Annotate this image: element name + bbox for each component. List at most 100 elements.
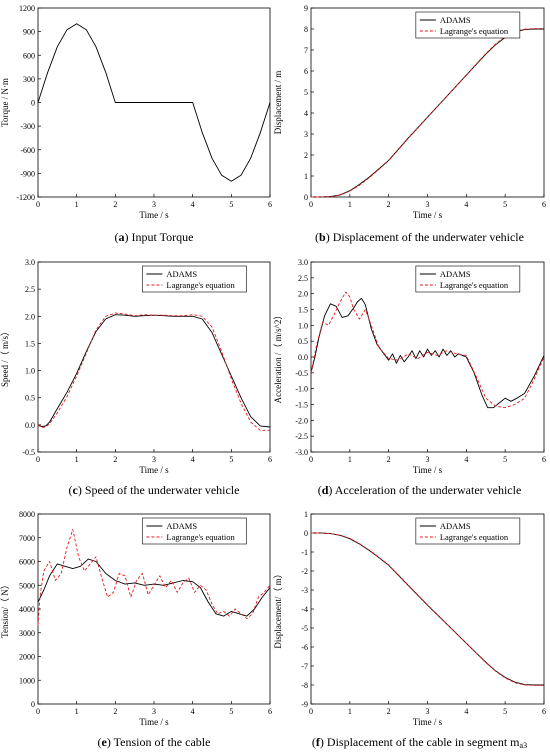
y-tick-label: -5	[301, 624, 308, 633]
y-tick-label: 3.0	[25, 258, 35, 267]
x-tick-label: 1	[348, 455, 352, 464]
x-axis-label: Time / s	[413, 465, 443, 475]
panel-caption: (a) Input Torque	[115, 230, 194, 244]
caption-letter: f	[316, 735, 321, 749]
caption-paren: )	[326, 230, 333, 244]
y-tick-label: -9	[301, 700, 308, 709]
x-axis-label: Time / s	[139, 717, 169, 727]
caption-paren: )	[107, 735, 114, 749]
x-tick-label: 1	[348, 707, 352, 716]
y-tick-label: 1	[304, 172, 308, 181]
y-tick-label: -1200	[16, 193, 35, 202]
y-tick-label: 0.5	[298, 337, 308, 346]
x-tick-label: 4	[464, 455, 468, 464]
legend-box	[415, 11, 521, 39]
y-tick-label: -2.5	[295, 432, 308, 441]
y-tick-label: 1.0	[298, 321, 308, 330]
x-tick-label: 6	[542, 707, 546, 716]
legend-label: Lagrange's equation	[166, 280, 235, 290]
y-tick-label: 2.0	[25, 312, 35, 321]
caption-paren: (	[318, 483, 322, 497]
y-tick-label: -0.5	[22, 448, 35, 457]
caption-text: Displacement of the underwater vehicle	[333, 230, 524, 244]
x-tick-label: 1	[348, 200, 352, 209]
y-tick-label: 0	[304, 193, 308, 202]
caption-paren: )	[78, 483, 85, 497]
series-line-adams	[310, 297, 545, 409]
caption-paren: (	[312, 735, 316, 749]
caption-subscript: a3	[520, 741, 528, 750]
y-tick-label: 6000	[19, 558, 35, 567]
caption-letter: a	[119, 230, 125, 244]
x-tick-label: 1	[75, 200, 79, 209]
caption-text: Input Torque	[132, 230, 194, 244]
y-tick-label: -7	[301, 662, 308, 671]
y-axis-label: Acceleration /（ m/s^2）	[273, 311, 283, 404]
series-line-data	[37, 23, 271, 182]
y-axis-label: Speed /（ m/s）	[0, 327, 10, 387]
x-tick-label: 5	[503, 455, 507, 464]
x-tick-label: 4	[191, 200, 195, 209]
y-tick-label: -600	[20, 146, 35, 155]
caption-paren: (	[315, 230, 319, 244]
x-tick-label: 2	[113, 455, 117, 464]
y-tick-label: 300	[23, 75, 35, 84]
panel-caption: (f) Displacement of the cable in segment…	[312, 735, 527, 750]
x-tick-label: 0	[36, 200, 40, 209]
y-tick-label: 1000	[19, 676, 35, 685]
legend-box	[142, 265, 247, 293]
y-tick-label: -8	[301, 681, 308, 690]
caption-letter: c	[73, 483, 79, 497]
x-tick-label: 3	[152, 455, 156, 464]
y-tick-label: 2	[304, 151, 308, 160]
series-line-lagrange-s-equation	[310, 291, 545, 409]
caption-paren: (	[98, 735, 102, 749]
y-tick-label: -1.5	[295, 401, 308, 410]
y-tick-label: 8	[304, 25, 308, 34]
x-tick-label: 1	[75, 707, 79, 716]
y-tick-label: 5000	[19, 581, 35, 590]
y-tick-label: 0	[304, 529, 308, 538]
x-tick-label: 6	[268, 200, 272, 209]
legend-label: ADAMS	[166, 269, 197, 279]
chart-panel-b: 0 1 2 3 4 5 6 0 1 2 3 4 5 6 7 8 9 Time / s Displacement / …	[273, 4, 546, 244]
x-tick-label: 3	[152, 200, 156, 209]
y-tick-label: 0.0	[25, 421, 35, 430]
series-line-lagrange-s-equation	[311, 28, 544, 198]
y-axis-label: Tension/（ N）	[0, 580, 10, 638]
x-tick-label: 5	[503, 200, 507, 209]
y-axis-label: Torque / N·m	[0, 78, 10, 127]
caption-paren: (	[115, 230, 119, 244]
legend-label: ADAMS	[440, 269, 471, 279]
y-axis-label: Displacement / m	[273, 71, 283, 134]
chart-panel-c: 0 1 2 3 4 5 6 -0.5 0.0 0.5 1.0 1.5 2.0 2.5 3.0 Time / s…	[0, 258, 272, 497]
y-tick-label: 3000	[19, 629, 35, 638]
legend-label: Lagrange's equation	[440, 280, 509, 290]
y-tick-label: 600	[23, 51, 35, 60]
caption-text: Tension of the cable	[114, 735, 211, 749]
chart-panel-e: 0 1 2 3 4 5 6 0 1000 2000 3000 4000 5000 6000 7000 8000…	[0, 510, 272, 749]
y-tick-label: 4	[304, 109, 308, 118]
legend-box	[415, 517, 521, 545]
x-tick-label: 5	[229, 707, 233, 716]
legend-box	[142, 517, 247, 545]
y-tick-label: 1.5	[25, 339, 35, 348]
x-tick-label: 3	[152, 707, 156, 716]
legend-label: ADAMS	[440, 15, 471, 25]
x-tick-label: 5	[229, 200, 233, 209]
chart-panel-a: 0 1 2 3 4 5 6 -1200 -900 -600 -300 0 300 600 900 1200 Ti…	[0, 4, 272, 244]
y-tick-label: 0.5	[25, 394, 35, 403]
x-tick-label: 4	[464, 707, 468, 716]
panel-caption: (e) Tension of the cable	[98, 735, 211, 749]
legend-label: Lagrange's equation	[166, 532, 235, 542]
x-axis-label: Time / s	[139, 465, 169, 475]
x-tick-label: 3	[426, 200, 430, 209]
x-tick-label: 0	[309, 455, 313, 464]
x-tick-label: 4	[191, 455, 195, 464]
y-tick-label: 7	[304, 46, 308, 55]
y-tick-label: 8000	[19, 510, 35, 519]
